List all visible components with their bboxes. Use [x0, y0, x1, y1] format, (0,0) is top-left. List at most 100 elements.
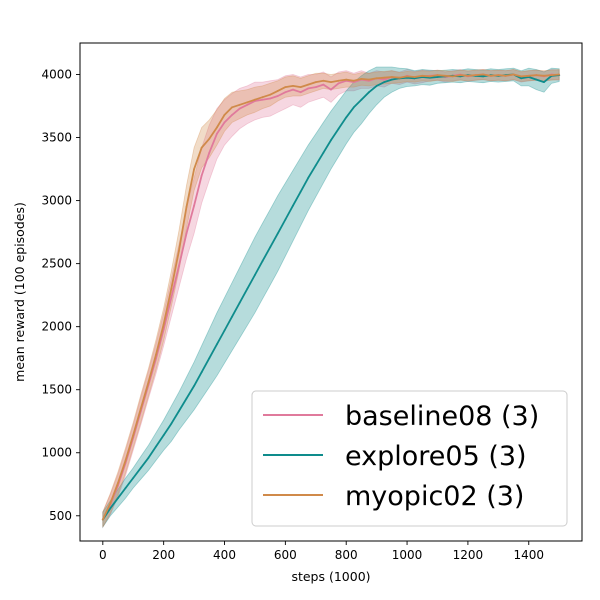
data-point [292, 88, 294, 91]
data-point [124, 459, 127, 462]
data-point [314, 86, 317, 88]
data-point [360, 98, 363, 101]
data-point [178, 410, 180, 412]
data-point [124, 487, 127, 489]
data-point [337, 79, 340, 82]
y-axis-label: mean reward (100 episodes) [12, 202, 27, 382]
data-point [162, 323, 165, 325]
data-point [482, 75, 484, 78]
data-point [345, 116, 348, 119]
data-point [284, 91, 287, 94]
x-tick-label: 600 [274, 548, 297, 562]
data-point [200, 174, 203, 177]
data-point [147, 456, 150, 459]
data-point [223, 114, 226, 116]
band-1 [102, 69, 560, 529]
data-point [193, 168, 196, 171]
data-point [276, 232, 279, 235]
data-point [223, 329, 226, 332]
data-point [170, 422, 173, 425]
data-point [535, 74, 538, 76]
data-point [292, 85, 294, 87]
data-point [368, 91, 370, 94]
data-point [147, 381, 150, 383]
data-point [193, 385, 196, 387]
data-point [246, 103, 249, 106]
data-point [216, 132, 218, 135]
series-lines [101, 73, 561, 521]
data-point [276, 95, 279, 97]
data-point [132, 477, 135, 479]
data-point [299, 86, 302, 88]
x-axis-ticks: 0 200 400 600 800 1000 1200 1400 [99, 541, 544, 562]
data-point [299, 91, 302, 94]
data-point [330, 88, 332, 91]
data-point [223, 121, 226, 124]
data-point [352, 81, 355, 83]
data-point [390, 78, 393, 81]
data-point [520, 77, 523, 80]
data-point [322, 151, 325, 154]
x-tick-label: 400 [213, 548, 236, 562]
data-point [451, 75, 454, 78]
y-tick-label: 1000 [41, 446, 72, 460]
data-point [139, 407, 142, 410]
data-point [383, 78, 386, 81]
series-points-3 [101, 73, 561, 521]
data-point [101, 518, 104, 521]
data-point [337, 127, 340, 130]
data-point [231, 114, 234, 116]
x-tick-label: 1000 [392, 548, 423, 562]
data-point [444, 74, 446, 77]
data-point [497, 74, 500, 76]
y-tick-label: 2000 [41, 320, 72, 334]
legend-label-1: baseline08 (3) [345, 401, 539, 432]
data-point [398, 76, 401, 79]
x-tick-label: 1200 [453, 548, 484, 562]
data-point [406, 75, 408, 78]
data-point [292, 204, 294, 207]
data-point [178, 265, 180, 268]
y-tick-label: 1500 [41, 383, 72, 397]
confidence-bands [102, 66, 560, 529]
data-point [254, 274, 256, 276]
data-point [330, 139, 332, 142]
data-point [299, 190, 302, 193]
data-point [383, 81, 386, 83]
data-point [162, 434, 165, 436]
data-point [489, 74, 492, 77]
data-point [459, 74, 462, 76]
data-point [170, 287, 173, 290]
data-point [520, 75, 523, 78]
data-point [117, 497, 119, 499]
data-point [307, 177, 310, 179]
x-tick-label: 0 [99, 548, 107, 562]
data-point [352, 79, 355, 82]
data-point [276, 90, 279, 92]
data-point [261, 96, 264, 99]
data-point [269, 246, 272, 249]
data-point [246, 287, 249, 290]
legend-box [251, 390, 568, 527]
data-point [238, 107, 241, 110]
data-point [535, 78, 538, 81]
data-point [139, 467, 142, 469]
data-point [284, 218, 287, 221]
y-tick-label: 3500 [41, 131, 72, 145]
data-point [527, 74, 530, 77]
data-point [375, 85, 378, 87]
data-point [132, 434, 135, 436]
data-point [543, 74, 545, 77]
data-point [185, 232, 188, 235]
data-point [413, 76, 416, 78]
data-point [231, 106, 234, 109]
data-point [117, 482, 119, 484]
band-3 [102, 69, 560, 528]
data-point [421, 74, 424, 77]
data-point [467, 74, 469, 77]
data-point [322, 83, 325, 86]
data-point [185, 206, 188, 208]
data-point [200, 146, 203, 149]
data-point [543, 81, 545, 83]
